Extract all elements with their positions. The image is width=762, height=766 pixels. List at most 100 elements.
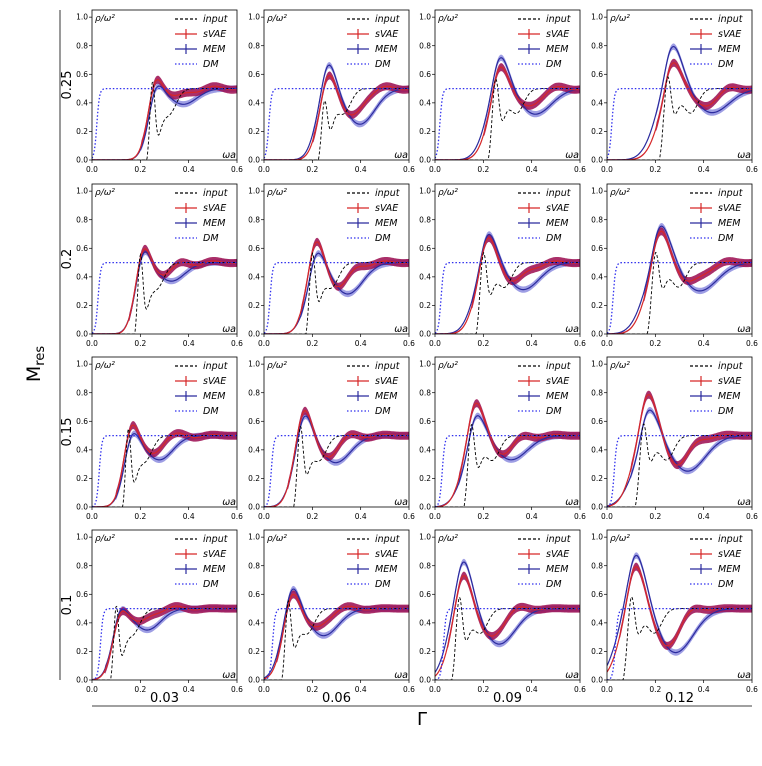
x-tick-label: 0.2 (477, 512, 489, 521)
legend-label-input: input (718, 534, 744, 545)
legend-label-svae: sVAE (718, 203, 741, 214)
mem-band (435, 412, 580, 507)
legend-label-svae: sVAE (718, 29, 741, 40)
legend-label-dm: DM (375, 579, 391, 590)
x-tick-label: 0.4 (698, 339, 710, 348)
y-tick-label: 0.6 (419, 590, 431, 599)
corner-label: ρ/ω² (438, 534, 458, 544)
input-line (264, 599, 409, 680)
y-tick-label: 0.2 (419, 301, 431, 310)
panel: 0.0 0.2 0.4 0.6 0.0 0.2 0.4 0.6 0.8 1.0 ρ/ω² ωa inpu… (419, 356, 586, 521)
y-tick-label: 0.4 (419, 272, 431, 281)
panel-axes (434, 9, 581, 161)
x-tick-label: 0.0 (601, 512, 613, 521)
x-tick-label: 0.0 (601, 685, 613, 694)
legend-label-mem: MEM (718, 44, 740, 55)
corner-label: ρ/ω² (610, 14, 630, 24)
x-tick-label: 0.6 (403, 512, 415, 521)
input-line (607, 423, 752, 507)
y-tick-label: 0.8 (591, 561, 603, 570)
x-tick-label: 0.4 (183, 512, 195, 521)
y-tick-label: 1.0 (419, 13, 431, 22)
dm-line (92, 87, 237, 159)
legend-label-input: input (203, 188, 229, 199)
legend-label-dm: DM (546, 406, 562, 417)
y-tick-label: 0.0 (591, 156, 603, 165)
legend-label-dm: DM (203, 59, 219, 70)
panel: 0.0 0.2 0.4 0.6 0.0 0.2 0.4 0.6 0.8 1.0 ρ/ω² ωa inpu… (591, 529, 758, 694)
x-tick-label: 0.4 (355, 165, 367, 174)
y-tick-label: 0.0 (76, 503, 88, 512)
y-tick-label: 1.0 (248, 533, 260, 542)
panel-axes (263, 356, 410, 508)
corner-label: ρ/ω² (95, 188, 115, 198)
dm-line (264, 607, 409, 680)
panel-x-label: ωa (565, 150, 579, 161)
legend-label-dm: DM (203, 233, 219, 244)
svae-line (435, 66, 580, 160)
x-tick-label: 0.4 (183, 685, 195, 694)
mem-band (264, 62, 409, 160)
y-tick-label: 0.4 (248, 445, 260, 454)
svae-line (607, 62, 752, 160)
legend-label-svae: sVAE (546, 203, 569, 214)
plot-area (264, 585, 409, 680)
legend-label-mem: MEM (546, 218, 568, 229)
svae-line (264, 241, 409, 334)
column-label: 0.12 (665, 691, 694, 706)
mem-line (607, 45, 752, 160)
legend-label-input: input (203, 534, 229, 545)
panel-grid: 0.0 0.2 0.4 0.6 0.0 0.2 0.4 0.6 0.8 1.0 ρ/ω² ωa inpu… (60, 9, 758, 706)
corner-label: ρ/ω² (267, 534, 287, 544)
y-tick-label: 0.4 (76, 445, 88, 454)
svae-line (92, 79, 237, 160)
y-tick-label: 0.6 (419, 70, 431, 79)
y-tick-label: 0.2 (76, 301, 88, 310)
panel-x-label: ωa (394, 324, 408, 335)
y-tick-label: 0.6 (248, 590, 260, 599)
x-tick-label: 0.2 (649, 685, 661, 694)
legend-label-input: input (375, 14, 401, 25)
legend-label-mem: MEM (375, 391, 397, 402)
y-tick-label: 0.8 (76, 41, 88, 50)
mem-line (435, 415, 580, 507)
legend-label-input: input (375, 534, 401, 545)
panel-axes (91, 183, 238, 335)
y-tick-label: 1.0 (76, 13, 88, 22)
x-tick-label: 0.0 (258, 339, 270, 348)
plot-area (435, 54, 580, 160)
mem-line (607, 554, 752, 666)
svae-line (607, 230, 752, 334)
y-tick-label: 0.4 (591, 272, 603, 281)
y-tick-label: 0.0 (248, 676, 260, 685)
x-tick-label: 0.2 (306, 339, 318, 348)
panel-x-label: ωa (222, 324, 236, 335)
legend-label-dm: DM (718, 233, 734, 244)
x-tick-label: 0.6 (746, 512, 758, 521)
dm-line (607, 87, 752, 159)
y-tick-label: 0.0 (591, 676, 603, 685)
y-tick-label: 0.6 (248, 417, 260, 426)
dm-line (435, 434, 580, 507)
column-label: 0.09 (493, 691, 522, 706)
svae-band (435, 399, 580, 507)
legend-label-svae: sVAE (546, 549, 569, 560)
svae-line (435, 237, 580, 334)
y-tick-label: 1.0 (419, 187, 431, 196)
legend-label-svae: sVAE (718, 376, 741, 387)
x-tick-label: 0.6 (231, 165, 243, 174)
legend-label-mem: MEM (546, 564, 568, 575)
svae-line (435, 574, 580, 677)
panel-axes (606, 356, 753, 508)
panel: 0.0 0.2 0.4 0.6 0.0 0.2 0.4 0.6 0.8 1.0 ρ/ω² ωa inpu… (76, 356, 243, 521)
x-tick-label: 0.2 (477, 165, 489, 174)
plot-area (435, 399, 580, 507)
dm-line (435, 261, 580, 334)
x-tick-label: 0.0 (601, 165, 613, 174)
panel-axes (91, 9, 238, 161)
legend-label-dm: DM (375, 406, 391, 417)
svae-line (435, 402, 580, 507)
y-tick-label: 1.0 (248, 13, 260, 22)
x-tick-label: 0.4 (526, 165, 538, 174)
y-tick-label: 0.8 (76, 561, 88, 570)
